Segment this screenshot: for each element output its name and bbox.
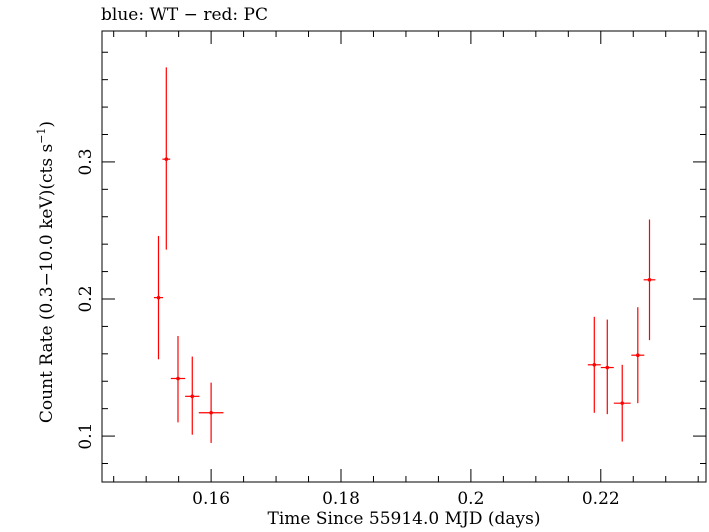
data-point <box>587 316 601 413</box>
data-marker <box>190 394 195 399</box>
data-marker <box>592 362 597 367</box>
x-tick-label: 0.2 <box>457 489 484 509</box>
data-points <box>153 67 656 443</box>
x-tick-label: 0.18 <box>322 489 360 509</box>
x-tick-label: 0.16 <box>192 489 230 509</box>
data-point <box>600 319 614 415</box>
data-marker <box>209 410 213 415</box>
data-marker <box>164 157 169 161</box>
y-axis-label: Count Rate (0.3−10.0 keV)(cts s−1) <box>35 120 57 424</box>
data-point <box>643 219 656 341</box>
data-point <box>162 67 171 250</box>
data-marker <box>176 376 180 381</box>
data-point <box>185 356 200 435</box>
data-marker <box>636 353 640 357</box>
x-axis-label: Time Since 55914.0 MJD (days) <box>267 509 541 529</box>
y-tick-label: 0.1 <box>76 423 96 450</box>
data-point <box>631 307 645 404</box>
data-point <box>170 336 186 423</box>
chart-title: blue: WT − red: PC <box>101 5 268 25</box>
data-marker <box>156 295 161 300</box>
data-point <box>198 382 224 443</box>
axis-ticks <box>102 31 706 482</box>
plot-frame <box>101 30 707 483</box>
data-point <box>153 235 164 360</box>
x-tick-label: 0.22 <box>582 489 620 509</box>
data-marker <box>620 401 625 405</box>
data-marker <box>647 278 652 282</box>
y-tick-label: 0.2 <box>76 285 96 312</box>
tick-labels: 0.16 0.18 0.2 0.22 0.1 0.2 0.3 <box>76 148 620 509</box>
y-tick-label: 0.3 <box>76 148 96 175</box>
data-point <box>613 364 631 442</box>
data-marker <box>605 365 610 370</box>
